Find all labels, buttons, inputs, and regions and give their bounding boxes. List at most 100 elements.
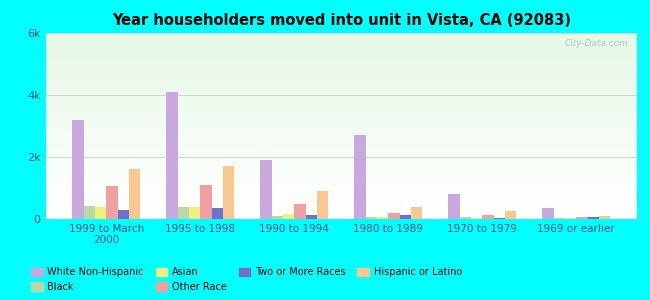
Bar [46, 118, 637, 120]
Bar [46, 212, 637, 213]
Title: Year householders moved into unit in Vista, CA (92083): Year householders moved into unit in Vis… [112, 13, 571, 28]
Bar [46, 109, 637, 111]
Bar [46, 35, 637, 37]
Bar [46, 68, 637, 70]
Bar [46, 163, 637, 165]
Bar [46, 87, 637, 89]
Bar [46, 141, 637, 143]
Bar [482, 215, 493, 219]
Bar [46, 44, 637, 46]
Bar [46, 161, 637, 163]
Bar [46, 74, 637, 76]
Bar [366, 217, 377, 219]
Bar [46, 46, 637, 48]
Bar [46, 120, 637, 122]
Bar [46, 191, 637, 193]
Bar [261, 160, 272, 219]
Bar [46, 124, 637, 126]
Bar [46, 174, 637, 176]
Bar [493, 218, 505, 219]
Bar [46, 64, 637, 67]
Bar [46, 172, 637, 174]
Bar [400, 215, 411, 219]
Bar [46, 197, 637, 199]
Bar [46, 135, 637, 137]
Bar [588, 217, 599, 219]
Bar [46, 128, 637, 130]
Bar [46, 94, 637, 96]
Bar [46, 96, 637, 98]
Bar [46, 83, 637, 85]
Bar [46, 180, 637, 182]
Bar [46, 195, 637, 197]
Bar [306, 215, 317, 219]
Bar [46, 204, 637, 206]
Bar [46, 113, 637, 115]
Bar [46, 52, 637, 53]
Bar [599, 216, 610, 219]
Bar [118, 210, 129, 219]
Bar [177, 207, 189, 219]
Bar [46, 48, 637, 50]
Bar [46, 89, 637, 91]
Bar [46, 143, 637, 145]
Bar [46, 213, 637, 215]
Bar [46, 53, 637, 55]
Bar [46, 91, 637, 92]
Bar [46, 100, 637, 102]
Bar [46, 171, 637, 172]
Bar [84, 206, 95, 219]
Bar [505, 211, 516, 219]
Bar [46, 132, 637, 134]
Bar [46, 61, 637, 63]
Bar [46, 102, 637, 104]
Bar [46, 117, 637, 118]
Bar [46, 92, 637, 95]
Bar [46, 85, 637, 87]
Bar [46, 206, 637, 208]
Bar [46, 98, 637, 100]
Bar [46, 200, 637, 202]
Bar [46, 199, 637, 200]
Bar [46, 139, 637, 141]
Bar [283, 214, 294, 219]
Bar [223, 166, 234, 219]
Bar [411, 207, 422, 219]
Legend: White Non-Hispanic, Black, Asian, Other Race, Two or More Races, Hispanic or Lat: White Non-Hispanic, Black, Asian, Other … [31, 267, 462, 292]
Bar [46, 158, 637, 160]
Bar [317, 191, 328, 219]
Bar [46, 156, 637, 158]
Bar [46, 167, 637, 169]
Bar [388, 213, 400, 219]
Bar [46, 81, 637, 83]
Bar [46, 150, 637, 152]
Bar [46, 217, 637, 219]
Bar [543, 208, 554, 219]
Bar [46, 145, 637, 146]
Bar [46, 184, 637, 185]
Bar [46, 115, 637, 117]
Bar [211, 208, 223, 219]
Bar [200, 185, 211, 219]
Bar [106, 186, 118, 219]
Bar [46, 70, 637, 72]
Bar [46, 169, 637, 171]
Bar [95, 207, 106, 219]
Bar [294, 203, 305, 219]
Bar [46, 106, 637, 107]
Bar [46, 42, 637, 44]
Bar [46, 37, 637, 39]
Bar [46, 210, 637, 212]
Bar [46, 33, 637, 35]
Bar [46, 176, 637, 178]
Bar [46, 40, 637, 42]
Bar [166, 92, 177, 219]
Bar [46, 215, 637, 217]
Bar [46, 185, 637, 188]
Bar [46, 189, 637, 191]
Bar [460, 218, 471, 219]
Bar [377, 217, 388, 219]
Bar [46, 182, 637, 184]
Bar [46, 165, 637, 167]
Bar [46, 130, 637, 132]
